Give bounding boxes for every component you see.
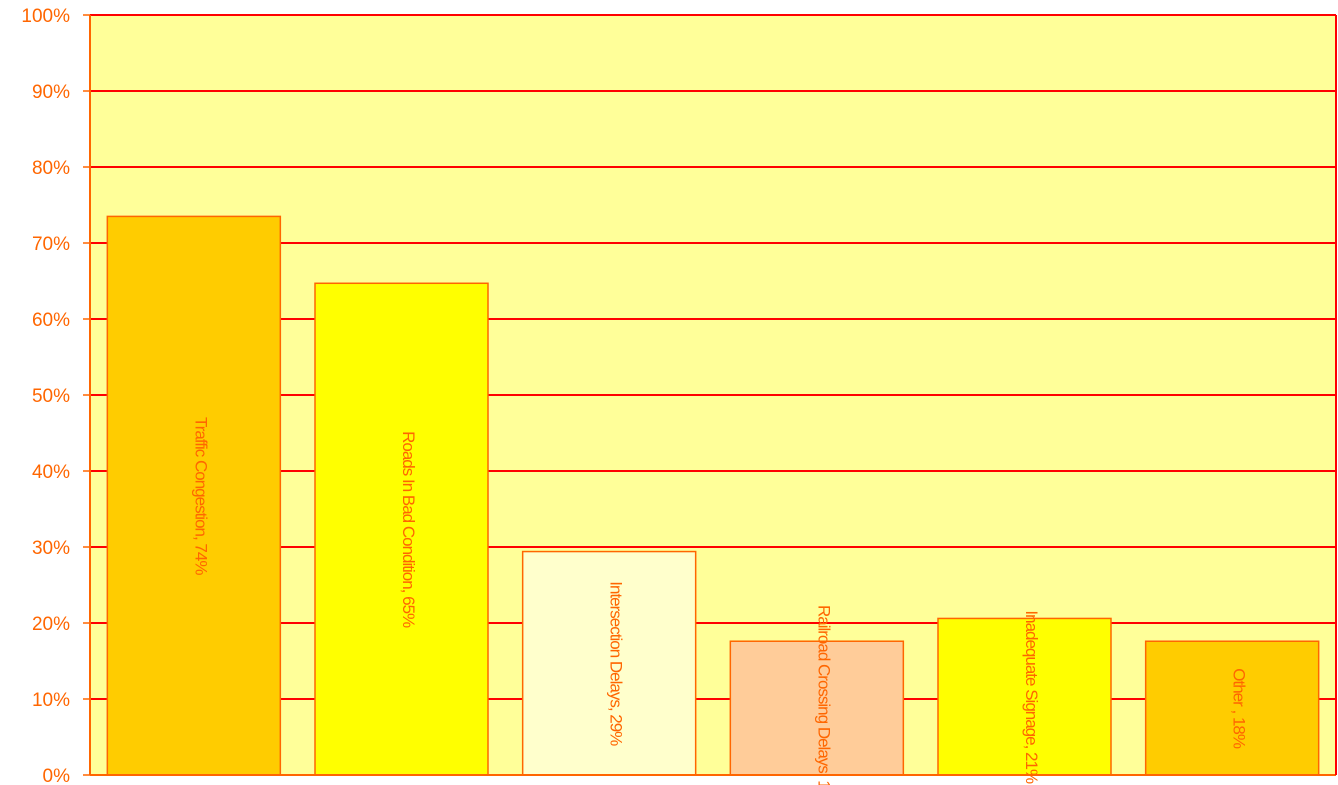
y-tick-label: 20% bbox=[32, 614, 70, 635]
bar-data-label: Railroad Crossing Delays, 18% bbox=[814, 605, 833, 785]
axes bbox=[83, 14, 1337, 776]
y-tick-label: 90% bbox=[32, 82, 70, 103]
y-tick-label: 50% bbox=[32, 386, 70, 407]
y-tick-label: 40% bbox=[32, 462, 70, 483]
bar-data-label: Intersection Delays, 29% bbox=[607, 581, 626, 746]
y-tick-label: 100% bbox=[21, 6, 70, 27]
bar bbox=[937, 617, 1112, 776]
bar-data-label: Traffic Congestion, 74% bbox=[191, 417, 210, 575]
y-tick-label: 0% bbox=[43, 766, 71, 785]
y-tick-label: 30% bbox=[32, 538, 70, 559]
y-tick-label: 80% bbox=[32, 158, 70, 179]
y-tick-label: 70% bbox=[32, 234, 70, 255]
bar-data-label: Other , 18% bbox=[1230, 668, 1249, 749]
gridlines bbox=[90, 14, 1336, 700]
bar bbox=[314, 282, 489, 776]
bar bbox=[521, 550, 697, 776]
bar-data-label: Roads In Bad Condition, 65% bbox=[399, 431, 418, 628]
bar bbox=[106, 215, 282, 776]
bars bbox=[106, 215, 1320, 776]
y-tick-label: 10% bbox=[32, 690, 70, 711]
bar-data-label: Inadequate Signage, 21% bbox=[1022, 610, 1041, 784]
y-axis-tick-labels: 0% 10% 20% 30% 40% 50% 60% 70% 80% 90% 100% bbox=[21, 6, 70, 785]
y-tick-label: 60% bbox=[32, 310, 70, 331]
data-labels: Traffic Congestion, 74% Roads In Bad Cond… bbox=[191, 417, 1248, 785]
